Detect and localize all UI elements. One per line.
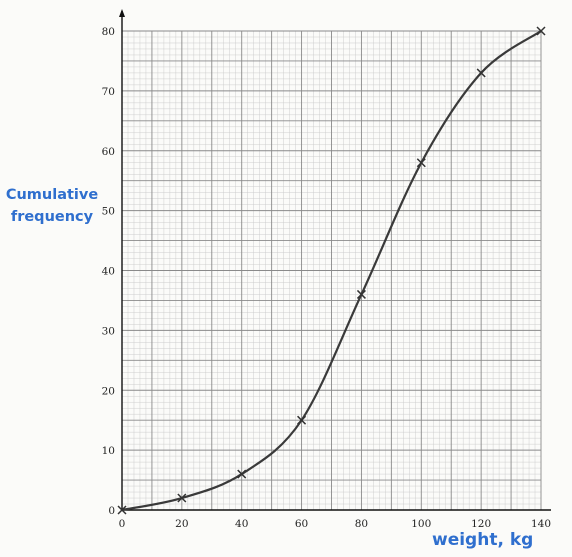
y-axis-arrow: [119, 9, 125, 17]
y-axis-label: Cumulative frequency: [5, 187, 99, 225]
data-point-marker: [117, 505, 127, 515]
y-tick-label: 40: [102, 266, 115, 278]
x-tick-label: 80: [355, 518, 368, 530]
y-tick-label: 60: [102, 146, 115, 158]
y-tick-label: 70: [102, 86, 115, 98]
x-tick-label: 20: [175, 518, 188, 530]
data-point-marker: [237, 469, 247, 479]
data-point-marker: [416, 158, 426, 168]
data-points: [117, 26, 546, 515]
data-point-marker: [476, 68, 486, 78]
y-tick-label: 30: [102, 325, 115, 337]
y-tick-label: 50: [102, 206, 115, 218]
x-axis-label: weight, kg: [432, 530, 534, 550]
y-tick-label: 80: [102, 26, 115, 38]
x-tick-label: 60: [295, 518, 308, 530]
grid-major: [121, 30, 542, 511]
series-curve: [120, 29, 543, 512]
x-tick-label: 0: [119, 518, 126, 530]
data-point-marker: [297, 415, 307, 425]
x-tick-label: 120: [471, 518, 491, 530]
y-tick-label: 10: [102, 445, 115, 457]
y-tick-label: 20: [102, 385, 115, 397]
data-point-marker: [356, 289, 366, 299]
axes: [119, 9, 551, 511]
x-tick-label: 140: [531, 518, 551, 530]
x-tick-labels: 0 20 40 60 80 100 120 140: [119, 518, 551, 530]
cumulative-frequency-curve: [120, 29, 543, 512]
data-point-marker: [536, 26, 546, 36]
data-point-marker: [177, 493, 187, 503]
y-tick-labels: 0 10 20 30 40 50 60 70 80: [102, 26, 115, 517]
x-tick-label: 100: [411, 518, 431, 530]
y-tick-label: 0: [108, 505, 115, 517]
x-tick-label: 40: [235, 518, 248, 530]
